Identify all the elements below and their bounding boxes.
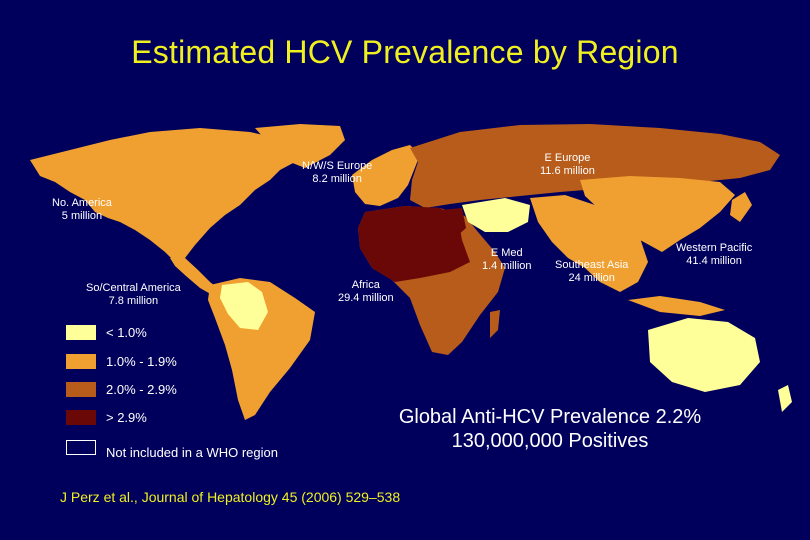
region-label-africa: Africa 29.4 million [338,279,394,305]
citation: J Perz et al., Journal of Hepatology 45 … [60,489,401,505]
region-name: Western Pacific [676,242,753,254]
region-label-e-europe: E Europe 11.6 million [540,152,595,178]
region-value: 7.8 million [108,295,159,307]
region-label-north-america: No. America 5 million [52,197,112,223]
north-america-shape [30,128,300,262]
region-value: 5 million [61,210,103,222]
region-value: 8.2 million [312,173,362,185]
central-america-shape [170,258,220,296]
region-name: No. America [52,197,112,209]
east-europe-russia-shape [410,124,780,208]
region-name: Africa [351,279,380,291]
legend-label: > 2.9% [106,410,147,425]
legend-label: 2.0% - 2.9% [106,382,177,397]
east-asia-shape [580,176,735,252]
greenland-shape [255,124,345,168]
slide-title: Estimated HCV Prevalence by Region [131,34,679,70]
world-map [30,124,792,420]
region-label-so-central-america: So/Central America 7.8 million [86,282,181,308]
region-name: E Europe [544,152,591,164]
region-value: 1.4 million [482,260,532,272]
global-prevalence-summary: Global Anti-HCV Prevalence 2.2% 130,000,… [350,405,750,453]
northwest-europe-shape [352,145,420,206]
middle-east-high-area [440,208,466,238]
region-name: E Med [490,247,523,259]
indonesia-shape [628,296,725,316]
region-label-southeast-asia: Southeast Asia 24 million [555,259,628,285]
legend-label: Not included in a WHO region [106,445,278,460]
madagascar-shape [490,310,500,338]
legend-label: 1.0% - 1.9% [106,354,177,369]
legend-swatch [66,382,96,397]
new-zealand-shape [778,385,792,412]
legend-swatch [66,440,96,455]
legend-swatch [66,410,96,425]
legend-swatch [66,354,96,369]
region-name: Southeast Asia [555,259,629,271]
japan-shape [730,192,752,222]
region-value: 24 million [568,272,615,284]
region-label-nws-europe: N/W/S Europe 8.2 million [302,160,372,186]
region-label-western-pacific: Western Pacific 41.4 million [676,242,752,268]
region-value: 29.4 million [338,292,394,304]
global-prevalence-line: Global Anti-HCV Prevalence 2.2% [398,406,702,428]
legend-swatch [66,325,96,340]
region-name: So/Central America [86,282,181,294]
region-value: 11.6 million [540,165,595,177]
australia-shape [648,318,760,392]
region-name: N/W/S Europe [302,160,373,172]
global-positives-line: 130,000,000 Positives [451,430,649,452]
region-label-e-med: E Med 1.4 million [482,247,532,273]
middle-east-shape [462,198,530,232]
south-america-low-prevalence-area [220,282,268,330]
legend-label: < 1.0% [106,325,147,340]
region-value: 41.4 million [686,255,742,267]
